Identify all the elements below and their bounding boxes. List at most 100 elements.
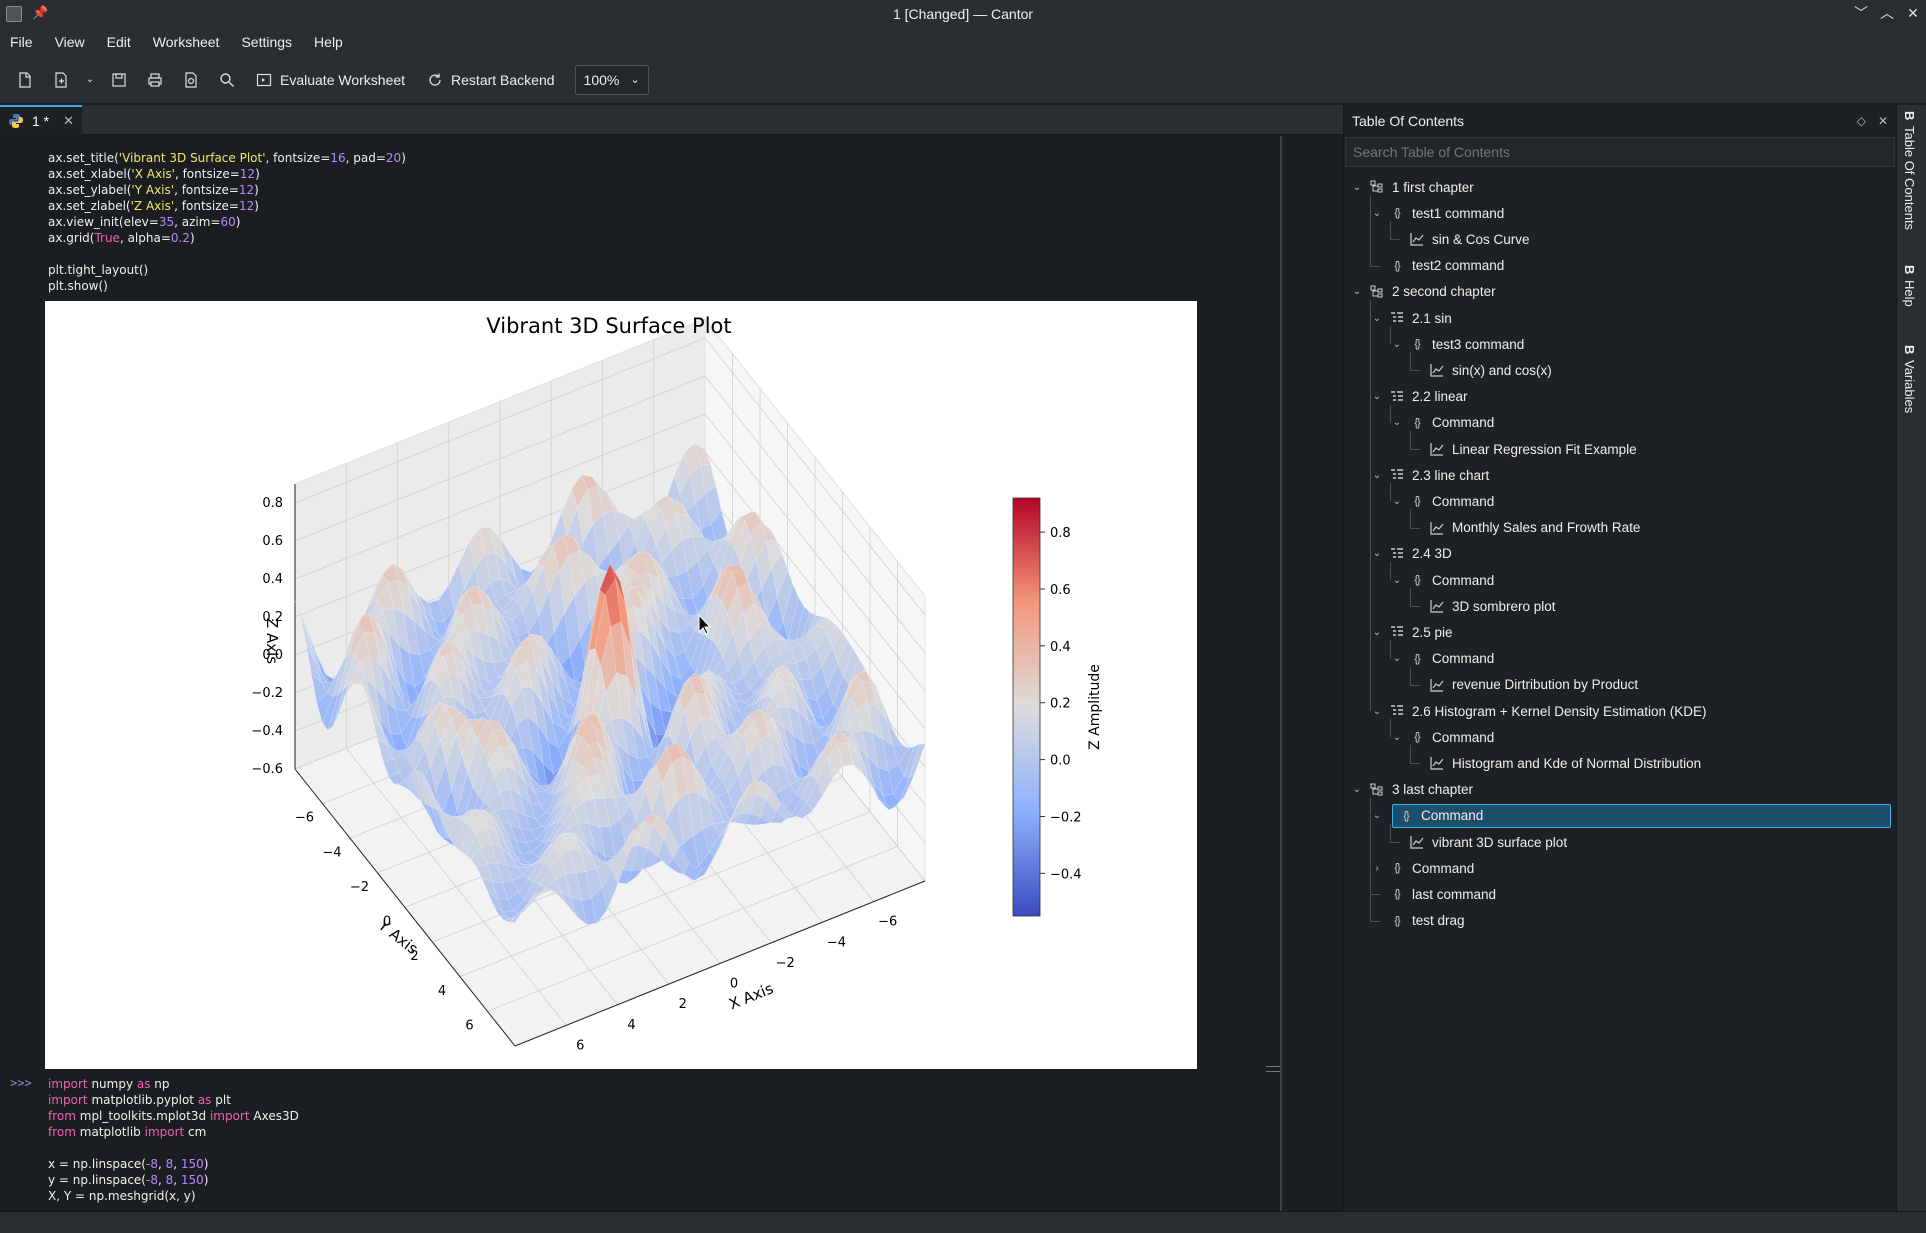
- y-tick-label: 6: [465, 1018, 473, 1033]
- save-icon[interactable]: [106, 67, 132, 93]
- restart-backend-button[interactable]: Restart Backend: [421, 65, 561, 95]
- chevron-down-icon[interactable]: ⌄: [1372, 626, 1382, 638]
- toc-item[interactable]: sin & Cos Curve: [1390, 227, 1530, 251]
- toc-item[interactable]: ⌄ {} Command: [1390, 725, 1494, 749]
- chevron-down-icon[interactable]: ⌄: [1352, 286, 1362, 298]
- cell-resize-handle[interactable]: [1266, 1066, 1280, 1072]
- chevron-down-icon[interactable]: ⌄: [1392, 574, 1402, 586]
- colorbar-tick-label: 0.6: [1050, 583, 1071, 598]
- code-token: from: [48, 1125, 76, 1139]
- code-token: ): [255, 167, 260, 181]
- new-file-icon[interactable]: [12, 67, 38, 93]
- tree-guide-line: [1390, 404, 1391, 423]
- command-icon: {}: [1414, 338, 1420, 351]
- code-token: ax.set_ylabel(: [48, 183, 132, 197]
- toc-item[interactable]: ⌄ {} Command: [1390, 489, 1494, 513]
- chevron-down-icon[interactable]: ⌄: [1392, 653, 1402, 665]
- toc-item[interactable]: ⌄ 2.1 sin: [1370, 306, 1452, 330]
- chevron-down-icon[interactable]: ⌄: [1372, 391, 1382, 403]
- toc-item[interactable]: Monthly Sales and Frowth Rate: [1410, 516, 1640, 540]
- side-tab-variables[interactable]: B Variables: [1902, 345, 1917, 414]
- code-line: y = np.linspace(-8, 8, 150): [48, 1172, 299, 1188]
- toc-search-input[interactable]: [1353, 144, 1894, 160]
- code-token: ): [254, 199, 259, 213]
- side-tab-help[interactable]: B Help: [1902, 265, 1917, 308]
- toc-item[interactable]: vibrant 3D surface plot: [1390, 830, 1567, 854]
- code-token: ax.view_init(elev=: [48, 215, 159, 229]
- code-cell-output-source[interactable]: ax.set_title('Vibrant 3D Surface Plot', …: [48, 150, 406, 294]
- side-tab-toc[interactable]: B Table Of Contents: [1902, 111, 1917, 231]
- menu-settings[interactable]: Settings: [241, 34, 293, 50]
- code-token: plt.tight_layout(): [48, 263, 149, 277]
- toc-item[interactable]: ⌄ 2.5 pie: [1370, 620, 1453, 644]
- app-icon[interactable]: [6, 6, 22, 22]
- toc-item[interactable]: ⌄ {} Command: [1390, 647, 1494, 671]
- toc-item[interactable]: ⌄ 2.4 3D: [1370, 542, 1452, 566]
- toc-item[interactable]: revenue Dirtribution by Product: [1410, 673, 1638, 697]
- chevron-down-icon[interactable]: ⌄: [1372, 705, 1382, 717]
- toc-item[interactable]: sin(x) and cos(x): [1410, 358, 1552, 382]
- print-icon[interactable]: [142, 67, 168, 93]
- code-token: 8: [165, 1157, 174, 1171]
- worksheet[interactable]: ax.set_title('Vibrant 3D Surface Plot', …: [0, 136, 1282, 1211]
- zoom-select[interactable]: 100% ⌄: [574, 64, 649, 95]
- toc-item[interactable]: ⌄ 1 first chapter: [1350, 175, 1474, 199]
- code-cell-input[interactable]: import numpy as np import matplotlib.pypl…: [48, 1076, 299, 1204]
- toc-item[interactable]: ⌄ 2.6 Histogram + Kernel Density Estimati…: [1370, 699, 1707, 723]
- chevron-down-icon[interactable]: ⌄: [1372, 312, 1382, 324]
- toc-item[interactable]: ⌄ {} test3 command: [1390, 332, 1525, 356]
- toc-item[interactable]: ⌄ {} Command: [1390, 568, 1494, 592]
- menu-edit[interactable]: Edit: [106, 34, 131, 50]
- toc-item[interactable]: ⌄ {} Command: [1390, 411, 1494, 435]
- toc-item[interactable]: ⌄ 3 last chapter: [1350, 778, 1473, 802]
- toc-search[interactable]: [1345, 137, 1895, 167]
- toc-item[interactable]: 3D sombrero plot: [1410, 594, 1556, 618]
- print-preview-icon[interactable]: [178, 67, 204, 93]
- menu-worksheet[interactable]: Worksheet: [152, 34, 220, 50]
- toc-item[interactable]: {} last command: [1370, 882, 1496, 906]
- close-icon[interactable]: ✕: [1907, 4, 1919, 21]
- chevron-down-icon[interactable]: ⌄: [85, 74, 95, 85]
- chevron-down-icon[interactable]: ⌄: [1372, 810, 1382, 822]
- chevron-down-icon[interactable]: ⌄: [1352, 181, 1362, 193]
- close-panel-icon[interactable]: ✕: [1877, 114, 1888, 128]
- toc-item[interactable]: ⌄ 2 second chapter: [1350, 280, 1496, 304]
- tab-worksheet-1[interactable]: 1 * ✕: [0, 105, 82, 135]
- pin-icon[interactable]: 📌: [32, 5, 49, 20]
- chevron-right-icon[interactable]: ›: [1375, 862, 1379, 874]
- toc-item[interactable]: ⌄ {} test1 command: [1370, 201, 1505, 225]
- chevron-down-icon[interactable]: ⌄: [1392, 417, 1402, 429]
- toc-item[interactable]: › {} Command: [1370, 856, 1474, 880]
- float-panel-icon[interactable]: ◇: [1856, 114, 1866, 128]
- toc-item-label: Command: [1432, 651, 1495, 667]
- toc-item[interactable]: ⌄ 2.2 linear: [1370, 385, 1468, 409]
- menu-view[interactable]: View: [54, 34, 85, 50]
- toc-item[interactable]: {} Command: [1392, 803, 1891, 828]
- evaluate-worksheet-button[interactable]: Evaluate Worksheet: [250, 65, 411, 95]
- command-icon: {}: [1414, 416, 1420, 429]
- chevron-down-icon[interactable]: ⌄: [1392, 338, 1402, 350]
- toc-item[interactable]: {} test drag: [1370, 909, 1464, 933]
- toc-item[interactable]: Histogram and Kde of Normal Distribution: [1410, 751, 1701, 775]
- chevron-down-icon[interactable]: ⌄: [1372, 548, 1382, 560]
- toc-item[interactable]: ⌄ 2.3 line chart: [1370, 463, 1490, 487]
- menu-file[interactable]: File: [10, 34, 33, 50]
- open-file-icon[interactable]: [48, 67, 74, 93]
- toc-item[interactable]: Linear Regression Fit Example: [1410, 437, 1637, 461]
- chevron-down-icon[interactable]: ⌄: [1372, 469, 1382, 481]
- menu-help[interactable]: Help: [314, 34, 343, 50]
- chevron-down-icon[interactable]: ⌄: [1352, 784, 1362, 796]
- chevron-down-icon[interactable]: ⌄: [1392, 495, 1402, 507]
- toc-item[interactable]: {} test2 command: [1370, 254, 1504, 278]
- tree-guide-line: [1390, 561, 1391, 580]
- maximize-icon[interactable]: ︿: [1880, 5, 1894, 21]
- tab-close-icon[interactable]: ✕: [63, 113, 75, 128]
- code-token: import: [144, 1125, 185, 1139]
- x-tick-label: −2: [776, 956, 795, 971]
- z-tick-label: −0.2: [251, 686, 283, 701]
- minimize-icon[interactable]: ﹀: [1854, 5, 1868, 21]
- search-icon[interactable]: [214, 67, 240, 93]
- chevron-down-icon[interactable]: ⌄: [1372, 207, 1382, 219]
- chevron-down-icon[interactable]: ⌄: [1392, 731, 1402, 743]
- code-token: plt.show(): [48, 279, 108, 293]
